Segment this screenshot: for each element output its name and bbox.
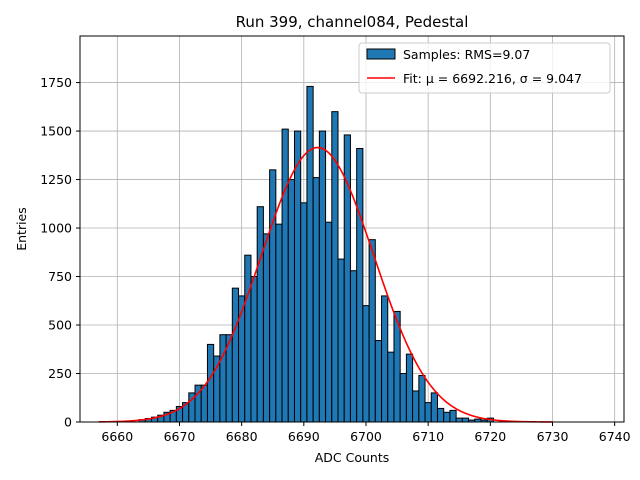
legend-label-samples: Samples: RMS=9.07 (403, 47, 530, 62)
plot-frame (79, 35, 625, 423)
histogram-bar (318, 130, 327, 423)
x-tick-label: 6670 (164, 429, 196, 444)
y-tick-label: 250 (48, 366, 72, 381)
histogram-bar (219, 334, 227, 423)
x-axis-title: ADC Counts (315, 450, 390, 465)
legend: Samples: RMS=9.07 Fit: μ = 6692.216, σ =… (358, 42, 611, 94)
x-tick-label: 6700 (350, 429, 382, 444)
histogram-bar (455, 417, 463, 423)
histogram-bar (449, 409, 457, 423)
histogram-bar (287, 179, 295, 423)
histogram-bars (138, 85, 494, 423)
x-tick-label: 6680 (226, 429, 258, 444)
histogram-bar (418, 374, 426, 423)
histogram-bar (200, 384, 208, 423)
histogram-bar (262, 233, 271, 423)
histogram-bar (256, 206, 264, 423)
y-axis-ticks: 0 250 500 750 1000 1250 1500 1750 (40, 75, 80, 430)
histogram-bar (356, 148, 364, 423)
histogram-bar (281, 128, 289, 423)
fit-curve (98, 146, 553, 423)
histogram-bar (238, 295, 246, 423)
histogram-bar (244, 254, 252, 423)
histogram-bar (206, 343, 215, 423)
histogram-bar (374, 340, 383, 423)
histogram-bar (368, 239, 376, 423)
y-tick-label: 0 (64, 415, 72, 430)
histogram-bar (275, 223, 283, 423)
histogram-bar (312, 177, 320, 423)
legend-label-fit: Fit: μ = 6692.216, σ = 9.047 (403, 71, 582, 86)
x-tick-label: 6730 (537, 429, 569, 444)
y-tick-label: 1000 (40, 221, 72, 236)
y-axis-title: Entries (14, 207, 29, 251)
chart-title: Run 399, channel084, Pedestal (236, 13, 469, 31)
x-tick-label: 6690 (288, 429, 320, 444)
histogram-bar (424, 402, 432, 423)
histogram-bar (362, 305, 370, 423)
y-tick-label: 500 (48, 318, 72, 333)
histogram-bar (436, 407, 445, 423)
histogram-bar (250, 276, 258, 423)
x-tick-label: 6720 (474, 429, 506, 444)
histogram-bar (349, 270, 358, 423)
y-tick-label: 1750 (40, 75, 72, 90)
histogram-bar (381, 295, 389, 423)
histogram-bar (387, 351, 395, 423)
y-tick-label: 1250 (40, 172, 72, 187)
x-tick-label: 6660 (101, 429, 133, 444)
x-tick-label: 6740 (599, 429, 631, 444)
histogram-bar (443, 411, 451, 423)
histogram-bar (405, 353, 414, 423)
legend-box (358, 42, 611, 94)
histogram-bar (325, 221, 333, 423)
histogram-bar (399, 373, 407, 423)
histogram-bar (461, 417, 470, 423)
y-tick-label: 750 (48, 269, 72, 284)
y-tick-label: 1500 (40, 124, 72, 139)
legend-swatch-samples (366, 48, 396, 60)
histogram-bar (412, 390, 420, 423)
x-axis-ticks: 6660 6670 6680 6690 6700 6710 6720 6730 6740 (101, 422, 631, 444)
histogram-bar (300, 202, 308, 423)
histogram-bar (337, 258, 345, 423)
histogram-bar (306, 85, 314, 423)
histogram-bar (293, 130, 302, 423)
fit-curve-group (98, 146, 553, 423)
histogram-bar (430, 392, 438, 423)
histogram-bar (231, 287, 240, 423)
histogram-bar (269, 169, 277, 423)
x-tick-label: 6710 (412, 429, 444, 444)
